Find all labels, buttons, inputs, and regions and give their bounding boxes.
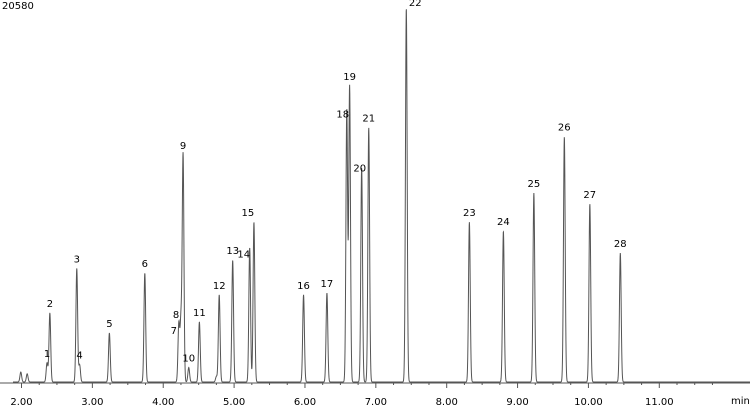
x-tick-label: 11.00 bbox=[645, 397, 674, 408]
peak-label-1: 1 bbox=[44, 349, 50, 360]
x-tick-label: 9.00 bbox=[506, 397, 528, 408]
peak-label-23: 23 bbox=[463, 208, 476, 219]
x-tick-label: 5.00 bbox=[223, 397, 245, 408]
peak-label-6: 6 bbox=[142, 259, 148, 270]
peak-label-9: 9 bbox=[180, 141, 186, 152]
peak-label-20: 20 bbox=[353, 164, 366, 175]
peak-label-7: 7 bbox=[171, 326, 177, 337]
peak-label-14: 14 bbox=[237, 250, 250, 261]
peak-label-22: 22 bbox=[409, 0, 422, 9]
peak-label-25: 25 bbox=[528, 179, 541, 190]
x-axis-unit-label: min bbox=[731, 396, 750, 407]
peak-label-28: 28 bbox=[614, 239, 627, 250]
x-tick-label: 4.00 bbox=[152, 397, 174, 408]
x-tick-label: 7.00 bbox=[365, 397, 387, 408]
peak-label-10: 10 bbox=[182, 354, 195, 365]
peak-label-17: 17 bbox=[321, 279, 334, 290]
peak-label-27: 27 bbox=[583, 190, 596, 201]
peak-label-3: 3 bbox=[74, 254, 80, 265]
peak-label-4: 4 bbox=[76, 351, 82, 362]
chromatogram-trace bbox=[13, 9, 750, 383]
x-tick-label: 2.00 bbox=[10, 397, 32, 408]
peak-label-12: 12 bbox=[213, 281, 226, 292]
peak-label-13: 13 bbox=[226, 246, 239, 257]
peak-label-16: 16 bbox=[297, 281, 310, 292]
peak-label-21: 21 bbox=[362, 114, 375, 125]
x-axis: 2.00 3.00 4.00 5.00 6.00 7.00 8.00 9.00 10.00 11.… bbox=[0, 382, 750, 408]
peak-label-2: 2 bbox=[47, 299, 53, 310]
peak-label-8: 8 bbox=[173, 310, 179, 321]
x-tick-label: 10.00 bbox=[574, 397, 603, 408]
peak-label-11: 11 bbox=[193, 308, 206, 319]
x-tick-label: 3.00 bbox=[81, 397, 103, 408]
peak-label-24: 24 bbox=[497, 217, 510, 228]
peak-label-15: 15 bbox=[242, 208, 255, 219]
peak-label-5: 5 bbox=[106, 319, 112, 330]
x-tick-label: 6.00 bbox=[294, 397, 316, 408]
y-max-label: 20580 bbox=[2, 1, 34, 12]
peak-label-19: 19 bbox=[343, 72, 356, 83]
peak-label-18: 18 bbox=[336, 109, 349, 120]
x-tick-label: 8.00 bbox=[436, 397, 458, 408]
peak-label-26: 26 bbox=[558, 123, 571, 134]
